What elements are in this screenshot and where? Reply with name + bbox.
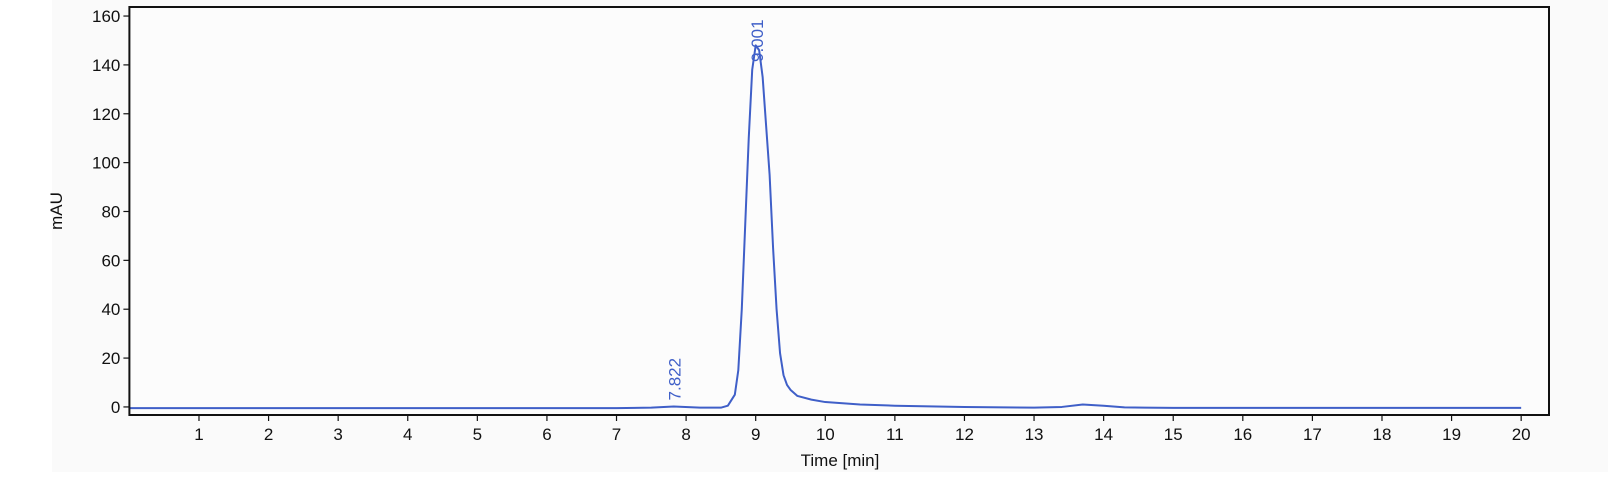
x-tick-label: 2 [264, 425, 273, 444]
peak-label: 9.001 [748, 19, 767, 62]
x-tick-label: 6 [542, 425, 551, 444]
x-tick-label: 10 [816, 425, 835, 444]
plot-area [129, 7, 1549, 415]
x-tick-label: 14 [1094, 425, 1113, 444]
x-tick-label: 15 [1164, 425, 1183, 444]
x-tick-label: 4 [403, 425, 412, 444]
y-tick-label: 100 [92, 154, 120, 173]
x-tick-label: 17 [1303, 425, 1322, 444]
y-tick-label: 120 [92, 105, 120, 124]
x-tick-label: 18 [1373, 425, 1392, 444]
x-axis-label: Time [min] [801, 451, 880, 470]
x-tick-label: 3 [333, 425, 342, 444]
x-tick-label: 5 [473, 425, 482, 444]
x-tick-label: 7 [612, 425, 621, 444]
y-tick-label: 60 [101, 251, 120, 270]
x-tick-label: 11 [886, 425, 904, 444]
x-tick-label: 8 [681, 425, 690, 444]
x-tick-label: 1 [194, 425, 203, 444]
plot-frame [128, 6, 1550, 416]
x-tick-label: 20 [1512, 425, 1531, 444]
y-axis-label: mAU [47, 192, 66, 230]
y-tick-label: 140 [92, 56, 120, 75]
y-tick-label: 20 [101, 349, 120, 368]
x-tick-label: 13 [1025, 425, 1044, 444]
y-tick-label: 40 [101, 300, 120, 319]
x-tick-label: 9 [751, 425, 760, 444]
y-tick-label: 80 [101, 202, 120, 221]
y-tick-label: 0 [111, 398, 120, 417]
x-tick-label: 12 [955, 425, 974, 444]
x-tick-label: 19 [1442, 425, 1461, 444]
x-tick-label: 16 [1233, 425, 1252, 444]
chromatogram-line [129, 44, 1522, 410]
y-tick-label: 160 [92, 7, 120, 26]
peak-label: 7.822 [666, 358, 685, 401]
